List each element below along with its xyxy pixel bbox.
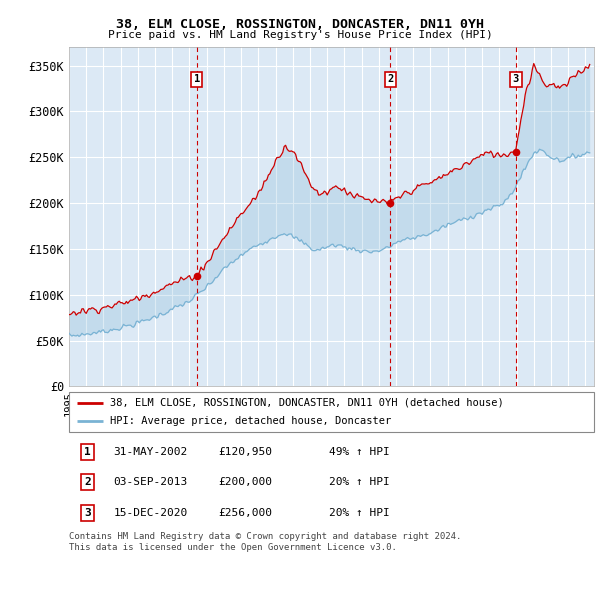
Text: 20% ↑ HPI: 20% ↑ HPI bbox=[329, 508, 389, 518]
Text: Price paid vs. HM Land Registry's House Price Index (HPI): Price paid vs. HM Land Registry's House … bbox=[107, 30, 493, 40]
Text: 1: 1 bbox=[194, 74, 200, 84]
FancyBboxPatch shape bbox=[69, 392, 594, 432]
Text: £256,000: £256,000 bbox=[218, 508, 272, 518]
Text: 03-SEP-2013: 03-SEP-2013 bbox=[113, 477, 188, 487]
Text: 38, ELM CLOSE, ROSSINGTON, DONCASTER, DN11 0YH: 38, ELM CLOSE, ROSSINGTON, DONCASTER, DN… bbox=[116, 18, 484, 31]
Text: Contains HM Land Registry data © Crown copyright and database right 2024.
This d: Contains HM Land Registry data © Crown c… bbox=[69, 532, 461, 552]
Text: 2: 2 bbox=[387, 74, 394, 84]
Text: 49% ↑ HPI: 49% ↑ HPI bbox=[329, 447, 389, 457]
Text: 2: 2 bbox=[84, 477, 91, 487]
Text: 3: 3 bbox=[84, 508, 91, 518]
Text: 20% ↑ HPI: 20% ↑ HPI bbox=[329, 477, 389, 487]
Text: £120,950: £120,950 bbox=[218, 447, 272, 457]
Text: HPI: Average price, detached house, Doncaster: HPI: Average price, detached house, Donc… bbox=[110, 416, 391, 426]
Text: 1: 1 bbox=[84, 447, 91, 457]
Text: 3: 3 bbox=[512, 74, 519, 84]
Text: 38, ELM CLOSE, ROSSINGTON, DONCASTER, DN11 0YH (detached house): 38, ELM CLOSE, ROSSINGTON, DONCASTER, DN… bbox=[110, 398, 504, 408]
Text: 31-MAY-2002: 31-MAY-2002 bbox=[113, 447, 188, 457]
Text: £200,000: £200,000 bbox=[218, 477, 272, 487]
Text: 15-DEC-2020: 15-DEC-2020 bbox=[113, 508, 188, 518]
